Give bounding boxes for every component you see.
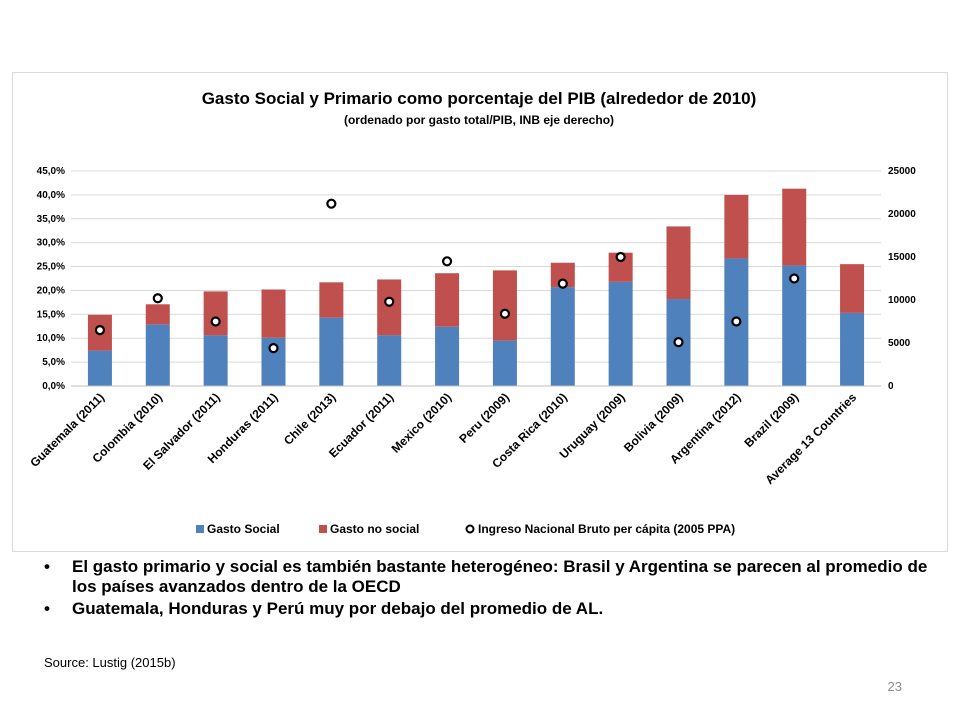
y-tick-label-left: 30,0% <box>37 238 65 249</box>
bar-gasto-social <box>203 335 228 386</box>
y-tick-label-right: 15000 <box>888 252 916 263</box>
legend-gasto-social: Gasto Social <box>196 522 280 536</box>
legend-swatch <box>196 525 204 533</box>
chart-subtitle: (ordenado por gasto total/PIB, INB eje d… <box>344 113 614 127</box>
marker-ingreso-nacional <box>94 325 106 336</box>
y-tick-label-left: 25,0% <box>37 262 65 273</box>
legend-marker <box>465 524 475 534</box>
legend-label: Gasto no social <box>330 522 419 536</box>
marker-ingreso-nacional <box>615 251 626 263</box>
y-tick-label-left: 20,0% <box>37 285 65 296</box>
marker-ingreso-nacional <box>789 273 800 284</box>
chart-frame: Gasto Social y Primario como porcentaje … <box>12 72 948 552</box>
marker-ingreso-nacional <box>210 316 221 327</box>
chart: Gasto Social y Primario como porcentaje … <box>27 89 916 536</box>
y-tick-label-left: 10,0% <box>37 333 65 344</box>
x-tick-label: Peru (2009) <box>456 390 512 446</box>
bar-gasto-no-social <box>145 304 170 325</box>
marker-ingreso-nacional <box>731 316 742 327</box>
bar-gasto-social <box>492 340 517 386</box>
bar-gasto-no-social <box>840 264 865 313</box>
y-tick-label-left: 35,0% <box>37 214 65 225</box>
chart-title: Gasto Social y Primario como porcentaje … <box>202 89 757 108</box>
bar-gasto-social <box>377 335 402 386</box>
bar-gasto-no-social <box>724 194 749 259</box>
bar-gasto-social <box>435 326 460 386</box>
y-tick-label-left: 0,0% <box>42 381 65 392</box>
bullet-dot: • <box>44 557 50 576</box>
bullet-dot: • <box>44 599 50 618</box>
y-tick-label-right: 20000 <box>888 209 916 220</box>
y-tick-label-right: 5000 <box>888 338 911 349</box>
bar-gasto-no-social <box>377 279 402 336</box>
legend-gasto-no-social: Gasto no social <box>319 522 419 536</box>
bullet-item: • Guatemala, Honduras y Perú muy por deba… <box>44 599 944 619</box>
x-tick-label: Chile (2013) <box>281 390 339 448</box>
bar-gasto-no-social <box>203 291 228 336</box>
marker-ingreso-nacional <box>557 278 568 289</box>
bar-gasto-no-social <box>782 188 807 266</box>
bar-gasto-social <box>145 324 170 386</box>
bar-gasto-no-social <box>666 226 691 300</box>
y-tick-label-left: 5,0% <box>42 357 65 368</box>
marker-ingreso-nacional <box>673 337 684 348</box>
y-tick-label-right: 25000 <box>888 166 916 177</box>
y-tick-label-right: 0 <box>888 381 894 392</box>
marker-ingreso-nacional <box>441 256 453 267</box>
marker-ingreso-nacional <box>326 198 337 209</box>
source-note: Source: Lustig (2015b) <box>44 655 176 670</box>
y-tick-label-left: 40,0% <box>37 190 65 201</box>
y-tick-label-left: 15,0% <box>37 309 65 320</box>
bullet-text: El gasto primario y social es también ba… <box>72 557 928 596</box>
legend-swatch <box>319 525 327 533</box>
bar-gasto-no-social <box>261 289 286 338</box>
bullet-text: Guatemala, Honduras y Perú muy por debaj… <box>72 599 604 618</box>
marker-ingreso-nacional <box>268 343 279 354</box>
marker-ingreso-nacional <box>499 308 511 319</box>
marker-ingreso-nacional <box>152 293 163 304</box>
y-tick-label-left: 45,0% <box>37 166 65 177</box>
x-tick-label: Bolivia (2009) <box>621 390 686 455</box>
bar-gasto-no-social <box>435 273 460 327</box>
bar-gasto-no-social <box>319 282 344 318</box>
legend-ingreso-nacional: Ingreso Nacional Bruto per cápita (2005 … <box>465 522 735 536</box>
marker-ingreso-nacional <box>384 296 395 307</box>
y-tick-label-right: 10000 <box>888 295 916 306</box>
bar-gasto-social <box>840 312 865 386</box>
bar-gasto-social <box>87 350 112 386</box>
bar-gasto-social <box>782 265 807 386</box>
legend-label: Ingreso Nacional Bruto per cápita (2005 … <box>478 522 735 536</box>
legend-label: Gasto Social <box>207 522 280 536</box>
bar-gasto-no-social <box>492 270 517 341</box>
bullet-list: • El gasto primario y social es también b… <box>44 557 944 621</box>
x-tick-label: Brazil (2009) <box>741 390 801 450</box>
bar-gasto-social <box>608 281 633 386</box>
x-tick-label: Mexico (2010) <box>389 390 455 456</box>
bullet-item: • El gasto primario y social es también b… <box>44 557 944 597</box>
page-number: 23 <box>887 679 902 694</box>
bar-gasto-social <box>319 317 344 386</box>
bar-gasto-social <box>550 287 575 386</box>
